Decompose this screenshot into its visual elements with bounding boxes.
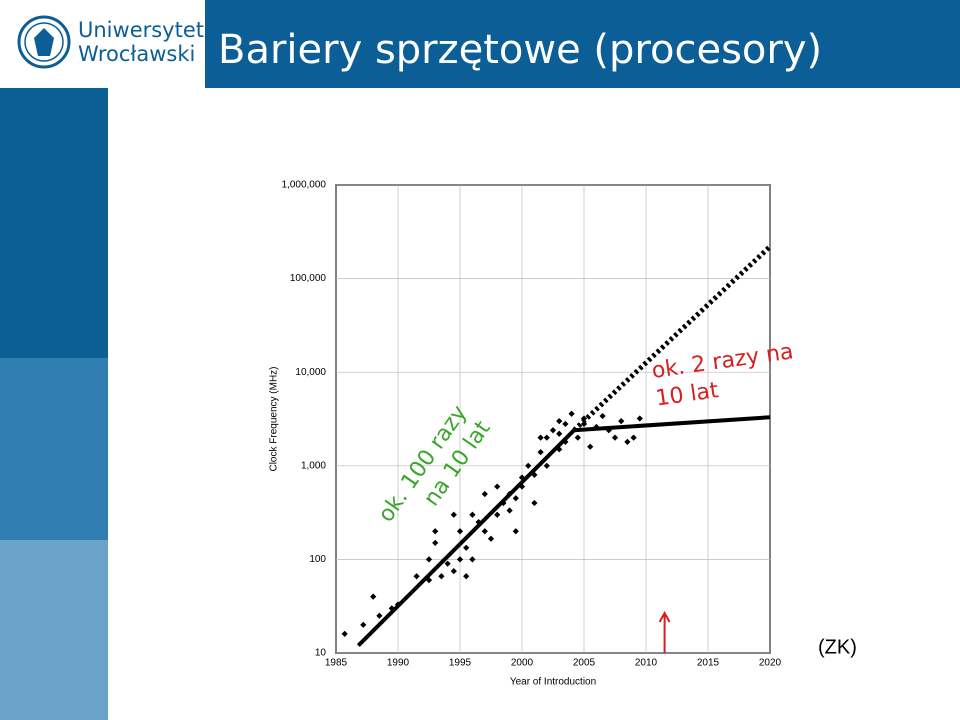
data-point <box>413 573 420 580</box>
logo-text: Wrocławski <box>78 42 195 66</box>
data-point <box>537 449 544 456</box>
data-point <box>512 528 519 535</box>
x-tick-label: 1995 <box>449 658 472 669</box>
data-point <box>444 560 451 567</box>
data-point <box>525 462 532 469</box>
slide-title: Bariery sprzętowe (procesory) <box>218 27 822 73</box>
logo-text: Uniwersytet <box>78 18 204 42</box>
data-point <box>360 621 367 628</box>
x-axis-title: Year of Introduction <box>510 677 596 688</box>
x-tick-label: 1985 <box>325 658 348 669</box>
data-point <box>531 499 538 507</box>
side-bar <box>0 358 108 540</box>
y-axis-title: Clock Frequency (MHz) <box>269 366 280 471</box>
data-point <box>425 556 433 563</box>
y-tick-label: 10,000 <box>295 367 326 378</box>
data-point <box>463 573 470 580</box>
data-point <box>456 556 464 563</box>
trend-line <box>573 415 771 433</box>
data-point <box>481 490 488 498</box>
y-tick-label: 1,000,000 <box>282 180 327 191</box>
arrow <box>658 610 671 653</box>
y-tick-label: 100 <box>309 554 326 565</box>
side-bar <box>0 540 108 720</box>
data-point <box>487 535 495 542</box>
data-point <box>463 544 470 551</box>
x-tick-label: 2000 <box>511 658 534 669</box>
side-bar <box>0 88 108 358</box>
x-tick-label: 2015 <box>697 658 720 669</box>
data-point <box>599 412 606 420</box>
plot-frame <box>335 184 771 654</box>
y-tick-label: 100,000 <box>290 273 327 284</box>
trend-line <box>356 428 576 648</box>
trend-line <box>572 244 772 433</box>
data-point <box>549 427 557 434</box>
footnote: (ZK) <box>818 636 857 658</box>
title-bar <box>205 0 960 88</box>
x-tick-label: 2005 <box>573 658 596 669</box>
data-point <box>494 511 501 518</box>
x-tick-label: 2020 <box>759 658 782 669</box>
data-point <box>587 443 594 450</box>
logo: Uniwersytet Wrocławski <box>17 15 204 69</box>
data-point <box>568 410 575 417</box>
y-tick-label: 10 <box>315 648 327 659</box>
x-tick-label: 2010 <box>635 658 658 669</box>
x-tick-label: 1990 <box>387 658 410 669</box>
data-point <box>494 483 501 490</box>
data-point <box>432 539 439 547</box>
y-tick-label: 1,000 <box>301 460 326 471</box>
data-point <box>543 462 550 469</box>
